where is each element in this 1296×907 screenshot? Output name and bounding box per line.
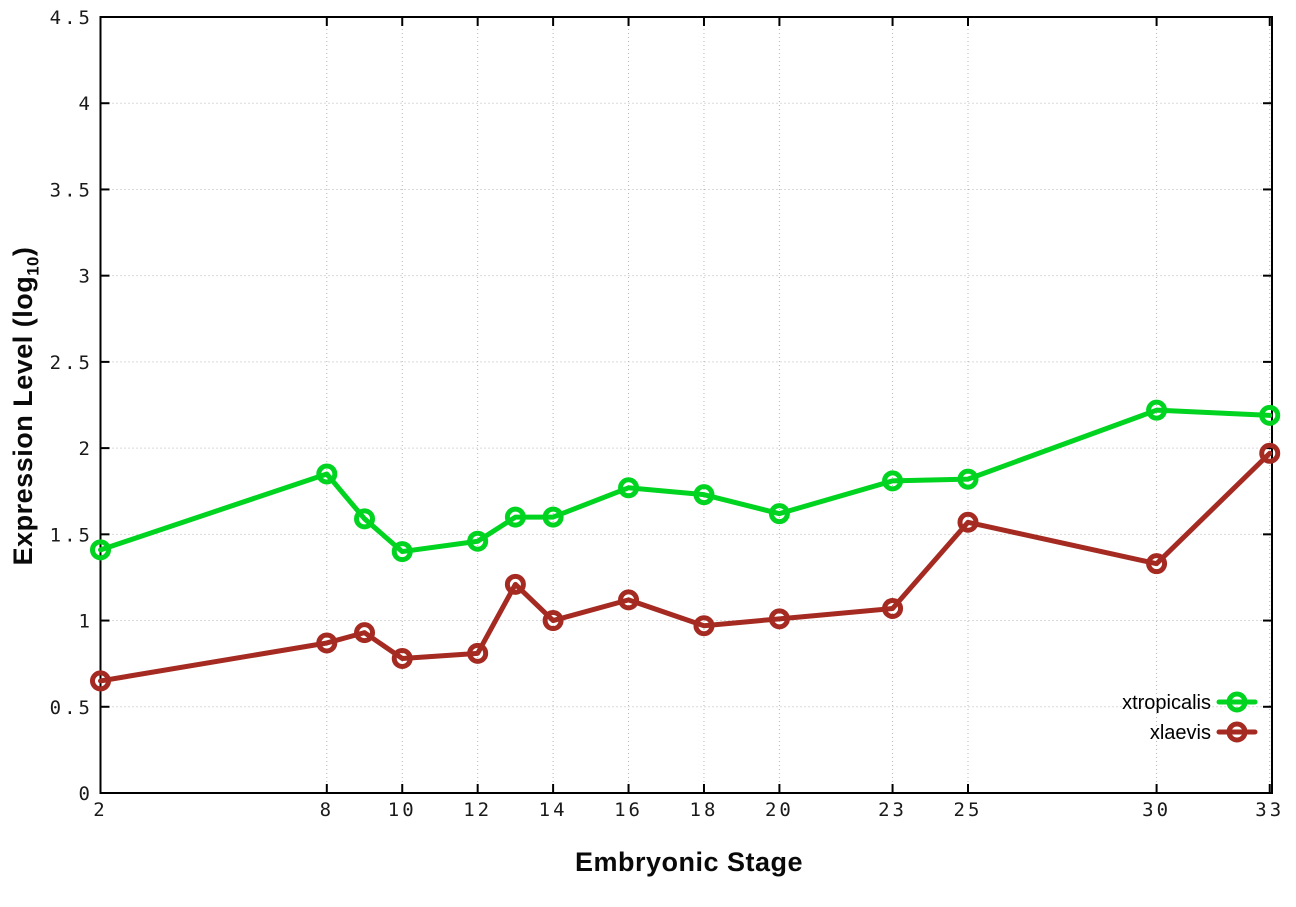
- data-point-marker: [957, 511, 979, 533]
- data-point-marker: [391, 647, 413, 669]
- y-tick-label: 4.5: [50, 7, 93, 29]
- x-tick-label: 2: [93, 799, 107, 821]
- y-axis-title-subscript: 10: [23, 256, 43, 276]
- series-xlaevis: [90, 442, 1281, 692]
- data-point-marker: [467, 642, 489, 664]
- y-axis-title-close: ): [8, 246, 38, 257]
- legend-label: xlaevis: [1150, 722, 1211, 744]
- legend-marker-icon: [1226, 721, 1248, 743]
- y-axis-title: Expression Level (log10): [8, 246, 43, 566]
- series-xtropicalis: [90, 399, 1281, 563]
- legend-label: xtropicalis: [1122, 692, 1211, 714]
- x-tick-label: 10: [388, 799, 417, 821]
- data-point-marker: [542, 610, 564, 632]
- data-point-marker: [882, 597, 904, 619]
- data-point-marker: [90, 670, 111, 692]
- data-point-marker: [1259, 442, 1281, 464]
- y-tick-label: 1: [79, 611, 93, 633]
- x-tick-label: 30: [1142, 799, 1171, 821]
- tick-marks: [99, 16, 1272, 794]
- data-point-marker: [882, 470, 904, 492]
- data-point-marker: [504, 573, 526, 595]
- x-tick-labels: 2 8 10 12 14 16 18 20 23 25 30 33: [93, 799, 1284, 821]
- y-tick-label: 2: [79, 438, 93, 460]
- x-tick-label: 25: [954, 799, 983, 821]
- data-point-marker: [768, 503, 790, 525]
- data-point-marker: [354, 622, 376, 644]
- data-point-marker: [1259, 404, 1281, 426]
- data-point-marker: [1146, 399, 1168, 421]
- x-tick-label: 20: [765, 799, 794, 821]
- x-axis-title: Embryonic Stage: [574, 847, 804, 877]
- x-tick-label: 8: [320, 799, 334, 821]
- x-tick-label: 12: [463, 799, 492, 821]
- data-point-marker: [618, 589, 640, 611]
- legend-item: xlaevis: [1150, 721, 1258, 744]
- data-point-marker: [391, 541, 413, 563]
- data-point-marker: [693, 484, 715, 506]
- y-tick-label: 1.5: [50, 524, 93, 546]
- legend-item: xtropicalis: [1122, 691, 1258, 714]
- x-tick-label: 33: [1255, 799, 1284, 821]
- y-axis-title-main: Expression Level (log: [8, 275, 38, 566]
- y-tick-label: 0.5: [50, 697, 93, 719]
- x-tick-label: 16: [614, 799, 643, 821]
- legend: xtropicalis xlaevis: [1122, 691, 1258, 744]
- y-tick-label: 3.5: [50, 179, 93, 201]
- data-point-marker: [354, 508, 376, 530]
- y-tick-label: 3: [79, 266, 93, 288]
- data-point-marker: [316, 463, 338, 485]
- data-point-marker: [316, 632, 338, 654]
- x-tick-label: 18: [690, 799, 719, 821]
- data-point-marker: [618, 477, 640, 499]
- legend-marker-icon: [1226, 691, 1248, 713]
- y-tick-label: 2.5: [50, 352, 93, 374]
- data-point-marker: [1146, 553, 1168, 575]
- data-point-marker: [504, 506, 526, 528]
- data-point-marker: [467, 530, 489, 552]
- data-point-marker: [957, 468, 979, 490]
- gridlines: [100, 17, 1272, 793]
- y-tick-labels: 0 0.5 1 1.5 2 2.5 3 3.5 4 4.5: [50, 7, 93, 805]
- data-point-marker: [90, 539, 111, 561]
- data-point-marker: [693, 615, 715, 637]
- series-line: [98, 450, 1273, 684]
- series-line: [98, 407, 1273, 555]
- x-tick-label: 14: [539, 799, 568, 821]
- data-point-marker: [542, 506, 564, 528]
- y-tick-label: 4: [79, 93, 93, 115]
- y-tick-label: 0: [79, 783, 93, 805]
- data-point-marker: [768, 608, 790, 630]
- plot-border: [99, 16, 1273, 794]
- x-tick-label: 23: [878, 799, 907, 821]
